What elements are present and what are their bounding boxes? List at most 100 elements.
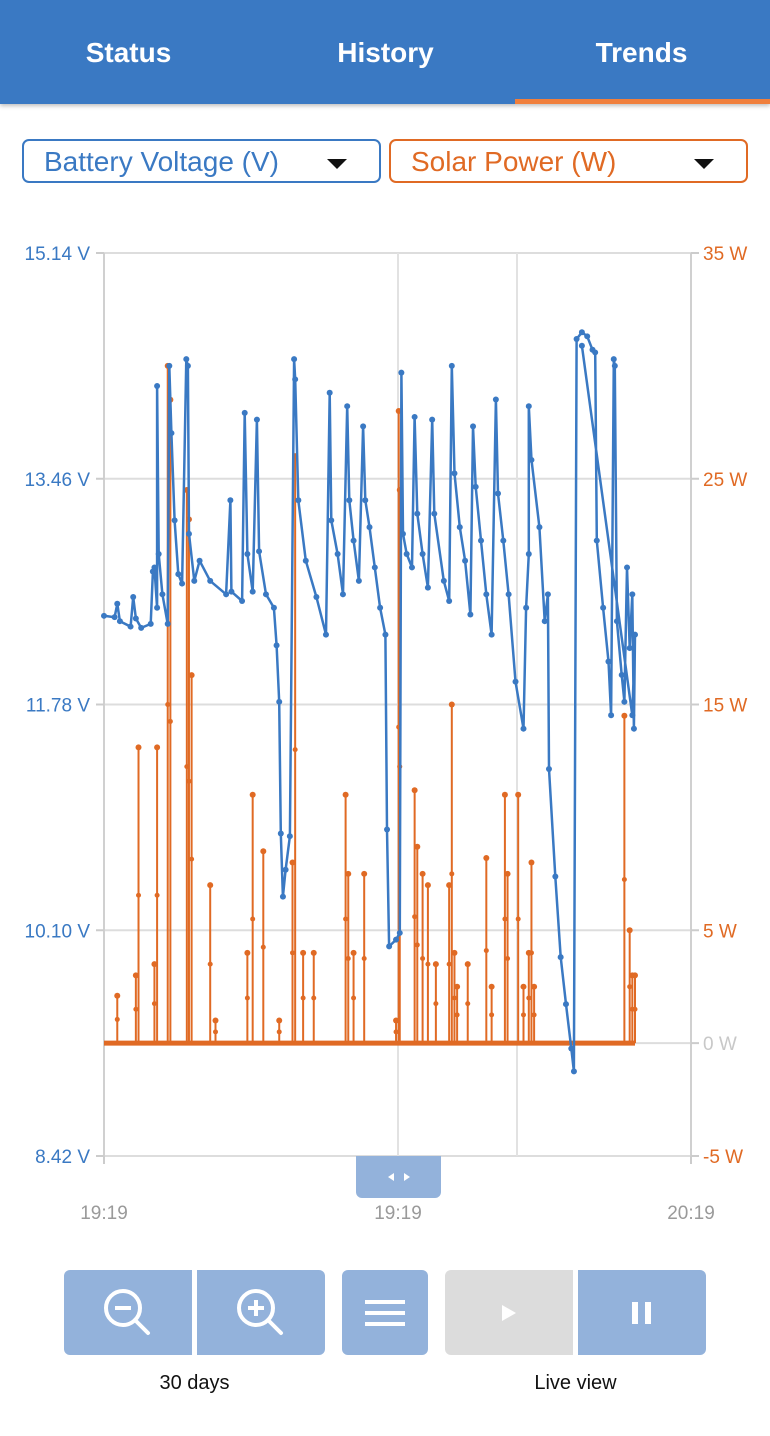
solar-power-point [154, 744, 161, 751]
solar-power-point [528, 859, 535, 866]
tab-history[interactable]: History [337, 37, 434, 68]
battery-voltage-point [322, 631, 329, 638]
battery-voltage-point [386, 943, 393, 950]
left-axis-label: 8.42 V [35, 1147, 90, 1168]
battery-voltage-point [411, 413, 418, 420]
battery-voltage-point [355, 577, 362, 584]
left-right-arrows-icon [387, 1173, 410, 1181]
tab-status[interactable]: Status [85, 37, 172, 68]
battery-voltage-point [440, 577, 447, 584]
battery-voltage-point [431, 510, 438, 517]
solar-power-point [342, 791, 349, 798]
battery-voltage-point [253, 416, 260, 423]
battery-voltage-point [429, 416, 436, 423]
solar-power-point [632, 1006, 638, 1012]
battery-voltage-point [478, 537, 485, 544]
solar-power-point [345, 870, 352, 877]
solar-power-point [621, 712, 628, 719]
right-series-dropdown[interactable]: Solar Power (W) [389, 139, 748, 183]
solar-power-point [132, 972, 139, 979]
solar-power-point [465, 1001, 471, 1007]
chart-scroll-handle[interactable] [356, 1156, 441, 1198]
solar-power-point [414, 942, 420, 948]
solar-power-point [501, 791, 508, 798]
battery-voltage-point [605, 658, 612, 665]
battery-voltage-point [624, 564, 631, 571]
battery-voltage-point [403, 551, 410, 557]
x-axis-label: 19:19 [374, 1203, 422, 1224]
x-axis-label: 20:19 [667, 1203, 715, 1224]
solar-power-point [133, 1006, 139, 1012]
right-series-label: Solar Power (W) [411, 146, 617, 177]
play-button[interactable] [445, 1270, 573, 1355]
left-axis-label: 10.10 V [25, 921, 91, 942]
battery-voltage-series [101, 329, 638, 1075]
battery-voltage-point [528, 456, 535, 463]
solar-power-point [189, 856, 195, 862]
solar-power-point [502, 916, 508, 922]
zoom-in-button[interactable] [197, 1270, 325, 1355]
solar-power-point [393, 1029, 399, 1035]
battery-voltage-point [488, 631, 495, 638]
battery-voltage-point [541, 618, 548, 625]
solar-power-point [151, 961, 158, 968]
active-tab-indicator [515, 99, 770, 104]
solar-power-point [531, 1012, 537, 1018]
battery-voltage-point [446, 598, 453, 605]
battery-voltage-point [302, 557, 309, 564]
solar-power-point [135, 744, 142, 751]
battery-voltage-point [207, 577, 214, 584]
battery-voltage-point [512, 678, 519, 685]
solar-power-point [528, 950, 534, 956]
solar-power-point [454, 1012, 460, 1018]
battery-voltage-point [179, 580, 186, 587]
solar-power-point [449, 871, 455, 877]
trend-chart[interactable]: 15.14 V 13.46 V 11.78 V 10.10 V 8.42 V 35 W 25… [0, 200, 770, 1230]
battery-voltage-point [241, 409, 248, 416]
battery-voltage-point [155, 551, 162, 557]
battery-voltage-point [584, 333, 591, 340]
battery-voltage-point [621, 698, 628, 705]
solar-power-point [290, 950, 296, 956]
left-axis-label: 15.14 V [25, 244, 91, 265]
menu-button[interactable] [342, 1270, 428, 1355]
tab-trends[interactable]: Trends [595, 37, 688, 68]
battery-voltage-point [629, 591, 636, 598]
solar-power-point [448, 701, 455, 708]
battery-voltage-point [562, 1001, 569, 1008]
battery-voltage-point [339, 591, 346, 598]
solar-power-point [154, 892, 160, 898]
solar-power-point [432, 961, 439, 968]
solar-power-point [260, 944, 266, 950]
solar-power-point [350, 949, 357, 956]
solar-power-point [520, 983, 527, 990]
battery-voltage-point [132, 615, 139, 622]
solar-power-point [207, 961, 213, 967]
battery-voltage-point [344, 403, 351, 410]
solar-power-point [188, 672, 195, 679]
battery-voltage-point [360, 423, 367, 430]
battery-voltage-point [164, 620, 171, 627]
battery-voltage-point [114, 600, 121, 607]
battery-voltage-point [536, 524, 543, 531]
battery-voltage-point [570, 1068, 577, 1075]
solar-power-point [488, 983, 495, 990]
chevron-down-icon [327, 159, 347, 169]
left-series-dropdown[interactable]: Battery Voltage (V) [22, 139, 381, 183]
right-axis-label: 5 W [703, 921, 737, 942]
solar-power-point [114, 1016, 120, 1022]
solar-power-point [411, 787, 418, 794]
pause-button[interactable] [578, 1270, 706, 1355]
battery-voltage-point [456, 524, 463, 531]
menu-icon [365, 1299, 405, 1326]
battery-voltage-point [523, 604, 530, 611]
zoom-out-button[interactable] [64, 1270, 192, 1355]
battery-voltage-point [239, 598, 246, 605]
solar-power-point [136, 892, 142, 898]
solar-power-point [419, 870, 426, 877]
battery-voltage-point [184, 362, 191, 369]
battery-voltage-point [470, 423, 477, 430]
battery-voltage-point [328, 517, 335, 524]
solar-power-point [451, 995, 457, 1001]
battery-voltage-point [256, 548, 263, 555]
